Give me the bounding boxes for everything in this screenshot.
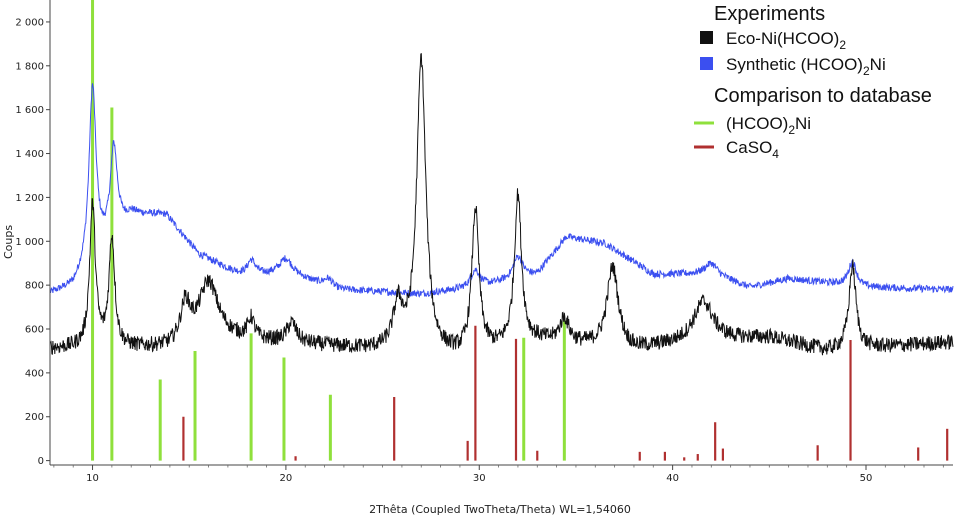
legend-swatch: [700, 57, 713, 70]
y-tick-label: 1 800: [15, 61, 44, 72]
x-axis-label: 2Thêta (Coupled TwoTheta/Theta) WL=1,540…: [369, 503, 631, 516]
y-tick-label: 1 600: [15, 105, 44, 116]
y-tick-label: 600: [25, 325, 44, 336]
legend-heading-comparison: Comparison to database: [714, 85, 932, 107]
x-tick-label: 50: [860, 473, 873, 484]
series-line: [49, 83, 954, 298]
legend-entry: Synthetic (HCOO)2Ni: [726, 55, 886, 78]
x-tick-label: 30: [473, 473, 486, 484]
series-line: [49, 53, 954, 356]
legend-heading-experiments: Experiments: [714, 3, 825, 25]
measured-series: [49, 53, 954, 356]
legend-swatch: [700, 31, 713, 44]
legend-entry: (HCOO)2Ni: [726, 114, 811, 137]
y-tick-label: 2 000: [15, 17, 44, 28]
legend-entry: Eco-Ni(HCOO)2: [726, 29, 846, 52]
x-tick-label: 10: [86, 473, 99, 484]
legend: Experiments Comparison to database Eco-N…: [694, 3, 932, 161]
y-axis-label: Coups: [2, 225, 15, 259]
y-tick-label: 1 200: [15, 193, 44, 204]
y-tick-label: 200: [25, 412, 44, 423]
y-tick-label: 0: [38, 456, 44, 467]
legend-entry: CaSO4: [726, 138, 779, 161]
y-tick-label: 1 400: [15, 149, 44, 160]
reference-sticks: [91, 0, 949, 461]
x-tick-label: 20: [280, 473, 293, 484]
y-tick-label: 1 000: [15, 237, 44, 248]
axes: 0 200 400 600 800 1 000 1 200 1 400 1 600 1 800 2 …: [15, 0, 953, 484]
y-tick-label: 800: [25, 281, 44, 292]
y-tick-label: 400: [25, 368, 44, 379]
x-tick-label: 40: [666, 473, 679, 484]
